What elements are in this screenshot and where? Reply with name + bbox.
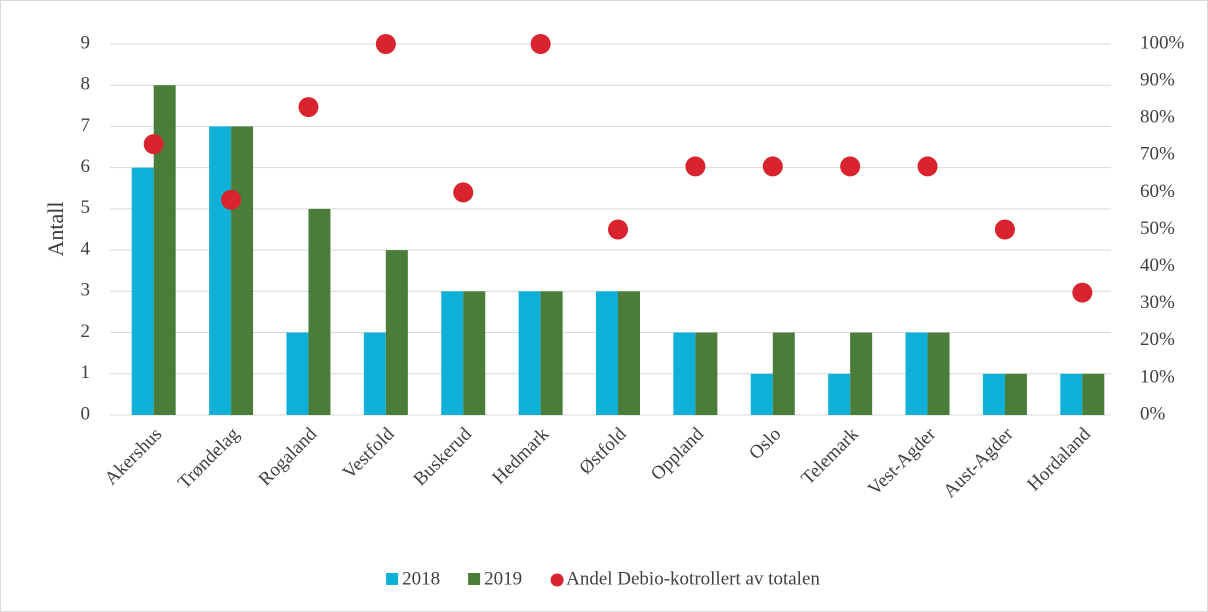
y2-tick-label: 30% [1140, 292, 1175, 313]
bar [518, 291, 541, 415]
dot [685, 156, 706, 177]
bar [153, 85, 176, 415]
y2-tick-label: 10% [1140, 366, 1175, 387]
legend-label: 2019 [484, 568, 522, 589]
bar [772, 332, 795, 415]
bar [1004, 373, 1027, 415]
bar [673, 332, 696, 415]
y-tick-label: 5 [81, 197, 91, 218]
y2-tick-label: 90% [1140, 69, 1175, 90]
y-axis-label: Antall [43, 202, 68, 257]
bar [1060, 373, 1083, 415]
dot [1072, 282, 1093, 303]
dot [762, 156, 783, 177]
y2-tick-label: 100% [1140, 32, 1185, 53]
bar [905, 332, 928, 415]
y-tick-label: 9 [81, 32, 91, 53]
bar [131, 167, 154, 415]
y-tick-label: 4 [81, 238, 91, 259]
y-tick-label: 3 [81, 280, 91, 301]
bar [982, 373, 1005, 415]
y2-tick-label: 20% [1140, 329, 1175, 350]
dot [530, 34, 551, 54]
legend-symbol [468, 573, 481, 585]
y-tick-label: 7 [81, 115, 91, 136]
bar [441, 291, 464, 415]
y-tick-label: 2 [81, 321, 91, 342]
dot [453, 182, 474, 203]
y2-tick-label: 50% [1140, 218, 1175, 239]
bar [695, 332, 718, 415]
dot [221, 189, 242, 210]
y2-tick-label: 80% [1140, 107, 1175, 128]
y2-tick-label: 0% [1140, 403, 1166, 424]
bar [540, 291, 563, 415]
legend-symbol [550, 573, 564, 587]
bar [828, 373, 851, 415]
bar [596, 291, 618, 415]
bar [363, 332, 386, 415]
bar [385, 250, 408, 415]
bar [750, 373, 773, 415]
bar [308, 208, 331, 415]
dot [917, 156, 938, 177]
bar [286, 332, 309, 415]
bar [209, 126, 232, 415]
legend-symbol [386, 573, 399, 585]
bar [463, 291, 486, 415]
legend-label: 2018 [402, 568, 440, 589]
y2-tick-label: 40% [1140, 255, 1175, 276]
dot [375, 34, 396, 54]
bar [231, 126, 254, 415]
bar [1082, 373, 1105, 415]
y2-tick-label: 70% [1140, 144, 1175, 165]
dot [840, 156, 861, 177]
dot [298, 97, 319, 118]
dot [143, 134, 164, 155]
bar [618, 291, 640, 415]
y-tick-label: 8 [81, 74, 91, 95]
y-tick-label: 6 [81, 156, 91, 177]
bar [927, 332, 950, 415]
y-tick-label: 0 [81, 403, 91, 424]
legend-label: Andel Debio-kotrollert av totalen [566, 568, 820, 589]
dot [994, 219, 1015, 240]
y2-tick-label: 60% [1140, 181, 1175, 202]
dot [608, 219, 628, 240]
y-tick-label: 1 [81, 362, 91, 383]
bar [850, 332, 873, 415]
